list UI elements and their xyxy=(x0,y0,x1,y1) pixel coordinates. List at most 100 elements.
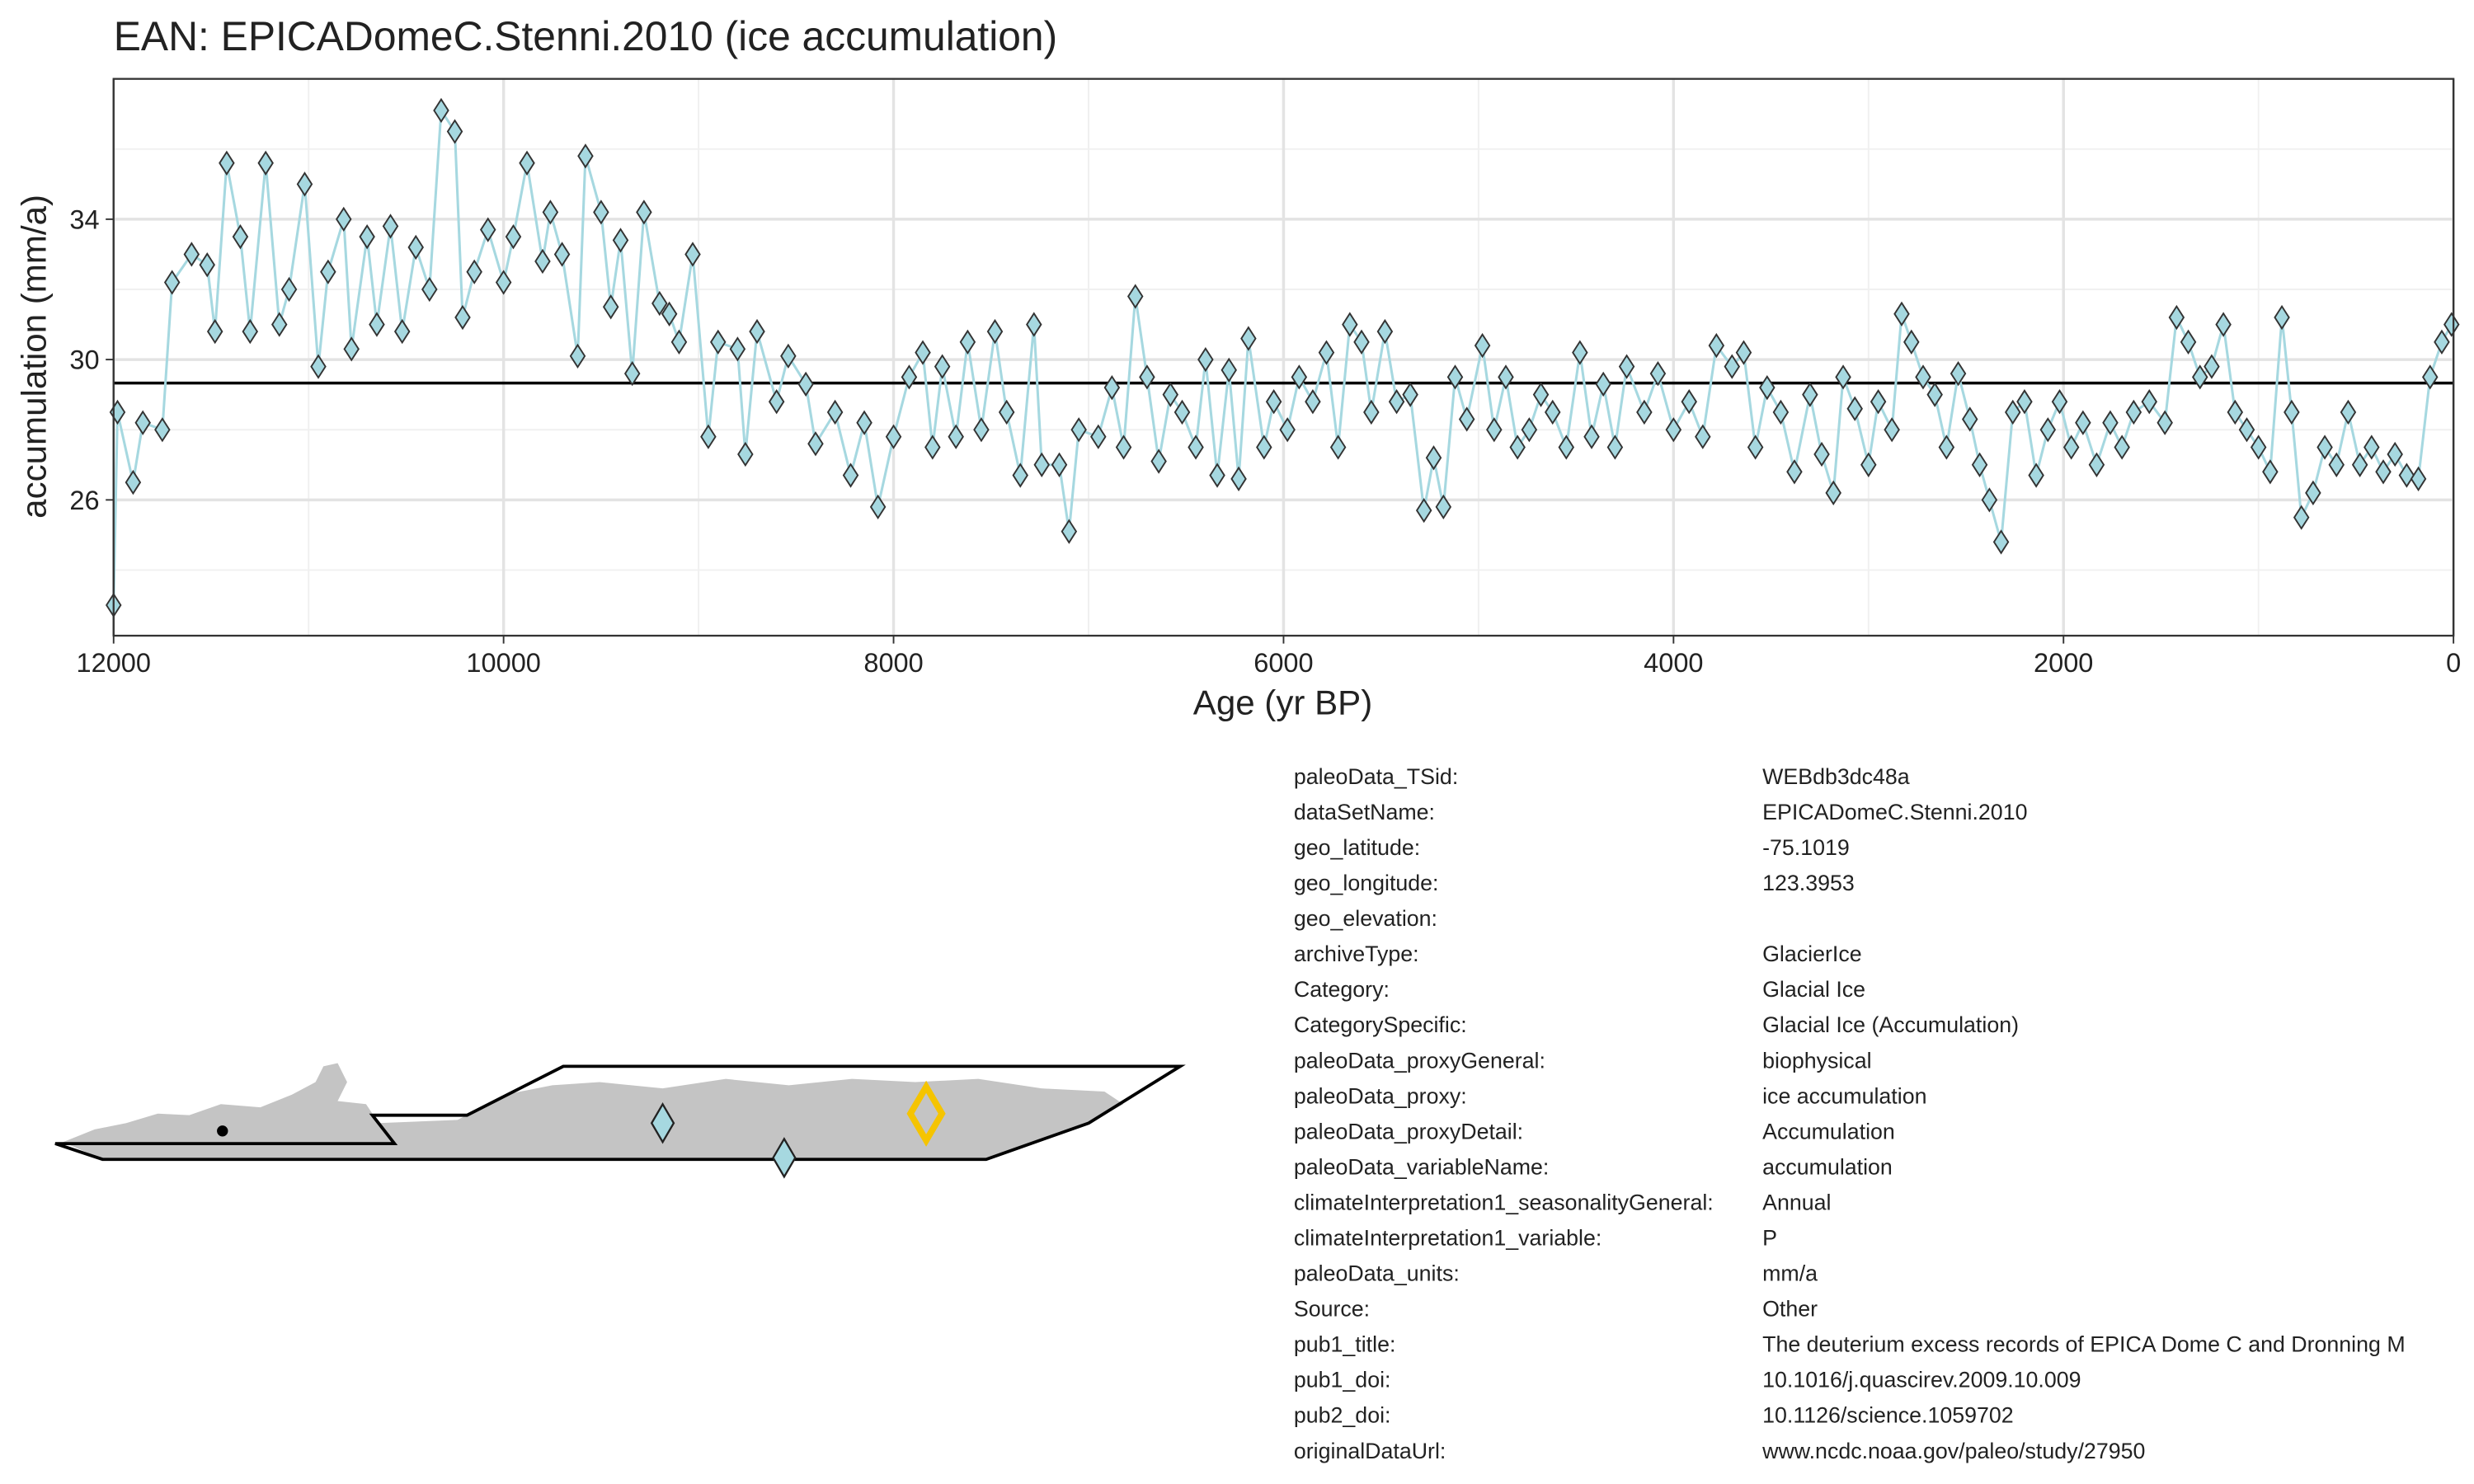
metadata-key: CategorySpecific: xyxy=(1294,1012,1467,1037)
data-point xyxy=(1606,434,1624,460)
data-point xyxy=(2443,312,2460,337)
metadata-key: Source: xyxy=(1294,1297,1370,1322)
data-point xyxy=(2005,399,2021,425)
data-point xyxy=(1786,459,1803,485)
data-point xyxy=(670,329,688,355)
data-point xyxy=(1033,452,1050,477)
metadata-value: accumulation xyxy=(1762,1154,1893,1179)
data-point xyxy=(310,354,327,379)
metadata-value: Accumulation xyxy=(1762,1119,1895,1144)
data-point xyxy=(2238,417,2255,443)
data-point xyxy=(1981,487,1998,513)
data-point xyxy=(1486,417,1503,443)
metadata-key: dataSetName: xyxy=(1294,800,1435,824)
data-point xyxy=(1265,389,1282,415)
data-point xyxy=(320,259,336,284)
metadata-value: -75.1019 xyxy=(1762,835,1850,860)
data-point xyxy=(542,200,559,225)
data-point xyxy=(2284,399,2300,425)
land xyxy=(63,1063,1124,1160)
x-tick-label: 10000 xyxy=(466,648,540,678)
data-point xyxy=(1435,494,1452,520)
data-point xyxy=(393,318,411,345)
x-axis-title: Age (yr BP) xyxy=(1193,683,1372,722)
metadata-value: Other xyxy=(1762,1297,1818,1322)
data-point xyxy=(623,360,641,387)
data-point xyxy=(901,364,918,390)
data-point xyxy=(2434,329,2450,355)
data-point xyxy=(1103,375,1121,401)
data-point xyxy=(1509,434,1526,460)
data-point xyxy=(2316,434,2333,460)
site-dot xyxy=(217,1125,228,1137)
data-point xyxy=(553,242,571,267)
metadata-value: Glacial Ice xyxy=(1762,977,1865,1002)
data-point xyxy=(2328,452,2345,477)
metadata-value: Glacial Ice (Accumulation) xyxy=(1762,1012,2019,1037)
data-point xyxy=(2250,434,2267,460)
data-point xyxy=(1305,389,1321,415)
data-point xyxy=(495,270,512,295)
data-point xyxy=(2157,410,2173,435)
metadata-key: paleoData_TSid: xyxy=(1294,764,1458,789)
data-point xyxy=(1915,364,1931,390)
metadata-key: geo_elevation: xyxy=(1294,906,1437,931)
data-point xyxy=(2410,466,2427,491)
data-point xyxy=(1772,399,1790,425)
data-point xyxy=(1870,389,1887,415)
metadata-value: GlacierIce xyxy=(1762,942,1862,966)
data-point xyxy=(973,417,990,443)
data-point xyxy=(454,304,471,331)
x-tick-label: 12000 xyxy=(77,648,151,678)
data-point xyxy=(651,290,668,317)
data-point xyxy=(612,228,629,253)
data-point xyxy=(1415,497,1432,524)
data-point xyxy=(1558,434,1575,460)
data-point xyxy=(1759,375,1776,401)
plot-area: 12000 10000 8000 6000 4000 2000 0 26 30 34 xyxy=(69,77,2461,678)
data-point xyxy=(1595,371,1611,397)
series-line xyxy=(112,106,2453,606)
data-point xyxy=(577,143,594,169)
data-point xyxy=(959,329,976,355)
map-outline xyxy=(54,1064,1186,1162)
data-point xyxy=(466,259,482,284)
data-point xyxy=(1197,346,1214,373)
metadata-key: originalDataUrl: xyxy=(1294,1439,1446,1463)
data-point xyxy=(1458,406,1475,432)
data-point xyxy=(183,242,200,267)
data-point xyxy=(768,389,785,415)
data-point xyxy=(1126,284,1144,309)
metadata-value: www.ncdc.noaa.gov/paleo/study/27950 xyxy=(1761,1439,2145,1463)
data-point xyxy=(2363,434,2380,460)
metadata-value: mm/a xyxy=(1762,1261,1818,1286)
chart-title: EAN: EPICADomeC.Stenni.2010 (ice accumul… xyxy=(114,13,1057,59)
data-point xyxy=(1318,340,1335,365)
data-point xyxy=(2305,480,2321,506)
x-tick-label: 4000 xyxy=(1644,648,1703,678)
metadata-key: pub1_doi: xyxy=(1294,1368,1391,1392)
data-point xyxy=(1695,424,1711,449)
data-point xyxy=(2191,364,2208,390)
data-point xyxy=(1061,519,1078,544)
data-point xyxy=(1402,382,1418,407)
data-point xyxy=(2062,434,2080,460)
metadata-key: geo_latitude: xyxy=(1294,835,1420,860)
y-tick-label: 34 xyxy=(69,204,99,234)
data-point xyxy=(2387,441,2403,467)
data-point xyxy=(1188,434,1204,460)
data-point xyxy=(1825,480,1841,506)
data-point xyxy=(1961,406,1978,432)
metadata-key: climateInterpretation1_variable: xyxy=(1294,1226,1602,1251)
metadata-key: paleoData_proxyDetail: xyxy=(1294,1119,1523,1144)
data-point xyxy=(948,424,964,449)
data-point xyxy=(1903,329,1920,355)
data-point xyxy=(2125,399,2142,425)
data-point xyxy=(1846,396,1863,421)
data-point xyxy=(2114,434,2130,460)
data-point xyxy=(569,343,586,369)
data-point xyxy=(1174,399,1191,425)
data-point xyxy=(1971,452,1988,477)
data-point xyxy=(2227,399,2244,425)
